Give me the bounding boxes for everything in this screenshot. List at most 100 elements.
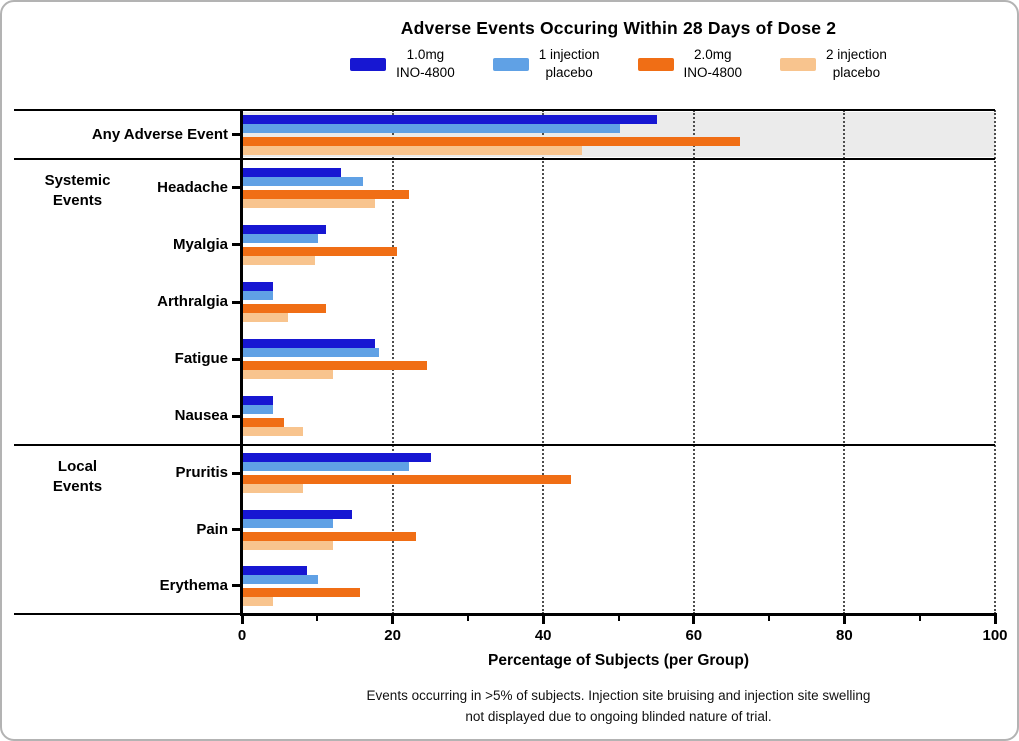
bar <box>243 282 274 291</box>
legend-swatch-icon <box>637 57 674 71</box>
category-tick <box>232 528 242 531</box>
category-tick <box>232 471 242 475</box>
x-tick-label: 60 <box>685 627 703 644</box>
section-label: Systemic Events <box>44 172 111 209</box>
bar <box>243 246 398 256</box>
separator-line <box>14 158 995 160</box>
legend-swatch-icon <box>492 57 529 71</box>
bar <box>243 574 319 584</box>
x-tick-label: 0 <box>237 627 247 644</box>
bar <box>243 198 375 208</box>
bar <box>243 167 341 177</box>
category-tick <box>232 133 242 136</box>
bar <box>243 176 364 186</box>
legend-label: 1.0mg INO-4800 <box>396 47 455 81</box>
category-label: Headache <box>157 178 228 196</box>
bar <box>243 396 274 406</box>
bar <box>243 453 432 463</box>
bar <box>243 484 304 494</box>
x-tick-major <box>240 616 244 624</box>
bar <box>243 304 326 313</box>
x-tick-label: 20 <box>384 627 401 644</box>
category-label: Myalgia <box>172 235 228 253</box>
separator-line <box>14 109 995 111</box>
category-label: Arthralgia <box>157 293 228 310</box>
bar <box>243 224 326 234</box>
category-label: Fatigue <box>174 350 228 368</box>
x-tick-major <box>692 616 696 624</box>
bar <box>243 540 334 550</box>
x-axis-line <box>240 613 997 616</box>
x-tick-label: 100 <box>982 627 1008 644</box>
category-tick <box>232 357 242 361</box>
bar <box>243 518 334 528</box>
x-tick-major <box>993 616 997 624</box>
bar <box>243 145 582 155</box>
chart-legend: 1.0mg INO-4800 1 injection placebo 2.0mg… <box>242 46 995 82</box>
bar <box>243 255 315 265</box>
gridline <box>994 110 996 614</box>
bar <box>243 531 417 541</box>
bar <box>243 114 658 124</box>
category-label: Erythema <box>159 576 228 594</box>
category-label: Pruritis <box>175 464 228 482</box>
legend-swatch-icon <box>780 57 817 71</box>
bar <box>243 361 428 371</box>
bar <box>243 123 620 133</box>
legend-swatch-icon <box>350 57 387 71</box>
footnote-line-1: Events occurring in >5% of subjects. Inj… <box>366 688 871 703</box>
bar <box>243 189 409 199</box>
bar <box>243 475 571 485</box>
x-tick-label: 40 <box>534 627 552 644</box>
x-tick-major <box>541 616 545 624</box>
footnote-line-2: not displayed due to ongoing blinded nat… <box>465 708 772 724</box>
section-label: Local Events <box>52 458 103 495</box>
separator-line <box>14 444 995 446</box>
category-label: Pain <box>196 520 228 538</box>
bar <box>243 596 274 606</box>
bar <box>243 418 285 428</box>
x-tick-minor <box>466 616 469 621</box>
legend-label: 2.0mg INO-4800 <box>683 47 743 81</box>
x-tick-major <box>842 616 846 624</box>
bar <box>243 339 375 349</box>
category-tick <box>232 243 242 247</box>
bar <box>243 427 304 437</box>
bar <box>243 405 274 415</box>
x-axis-title: Percentage of Subjects (per Group) <box>488 652 749 669</box>
legend-item: 2 injection placebo <box>780 46 887 82</box>
x-tick-minor <box>918 616 921 621</box>
legend-item: 2.0mg INO-4800 <box>637 46 743 82</box>
bar <box>243 370 334 380</box>
legend-item: 1.0mg INO-4800 <box>350 46 455 82</box>
x-tick-label: 80 <box>836 627 853 644</box>
bar <box>243 348 379 358</box>
bar <box>243 136 740 146</box>
legend-item: 1 injection placebo <box>492 46 600 82</box>
x-tick-minor <box>617 616 620 621</box>
category-label: Any Adverse Event <box>91 125 228 143</box>
chart-title: Adverse Events Occuring Within 28 Days o… <box>400 18 837 38</box>
category-tick <box>232 300 242 304</box>
bar <box>243 291 274 300</box>
category-label: Nausea <box>174 407 228 425</box>
bar <box>243 565 307 575</box>
legend-label: 1 injection placebo <box>538 47 600 81</box>
x-tick-major <box>391 616 395 624</box>
legend-label: 2 injection placebo <box>826 47 887 81</box>
footnote: Events occurring in >5% of subjects. Inj… <box>242 686 995 728</box>
bar <box>243 462 409 472</box>
bar <box>243 313 289 322</box>
category-tick <box>232 414 242 418</box>
gridline <box>542 110 545 614</box>
bar <box>243 587 360 597</box>
gridline <box>843 110 846 614</box>
gridline <box>692 110 695 614</box>
category-tick <box>232 584 242 588</box>
y-axis-line <box>240 109 243 616</box>
bar <box>243 509 353 519</box>
x-tick-minor <box>316 616 319 621</box>
x-tick-minor <box>768 616 771 621</box>
category-tick <box>232 186 242 190</box>
